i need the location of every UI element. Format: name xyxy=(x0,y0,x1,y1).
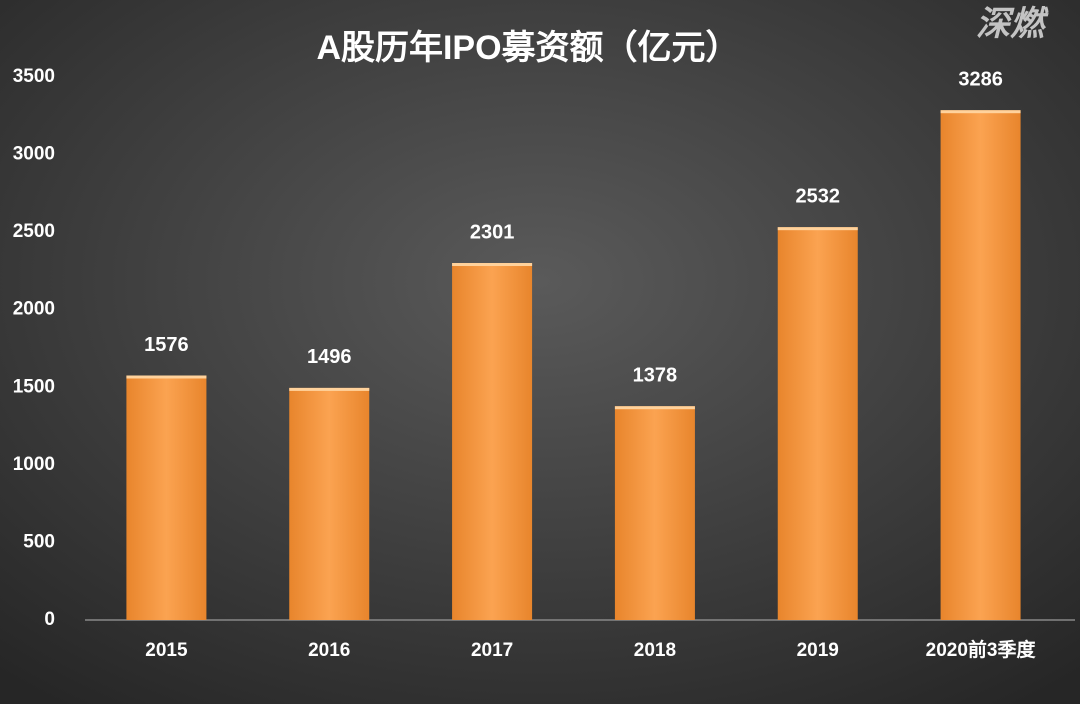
bar-highlight xyxy=(452,263,533,267)
bar xyxy=(452,263,533,620)
bar-highlight xyxy=(614,406,695,410)
y-tick-label: 2000 xyxy=(13,299,55,320)
bar xyxy=(289,387,370,620)
bar-highlight xyxy=(126,375,207,379)
value-label: 1378 xyxy=(633,364,678,386)
y-tick-label: 2500 xyxy=(13,221,55,242)
y-tick-label: 0 xyxy=(44,609,55,630)
y-tick-label: 3500 xyxy=(13,66,55,87)
value-label: 2301 xyxy=(470,221,515,243)
bar-highlight xyxy=(940,110,1021,114)
watermark: 深燃 xyxy=(976,5,1049,43)
bar xyxy=(777,227,858,620)
value-label: 3286 xyxy=(958,68,1003,90)
bar xyxy=(126,375,207,620)
x-tick-label: 2018 xyxy=(634,640,676,661)
value-label: 2532 xyxy=(796,185,841,207)
y-tick-label: 3000 xyxy=(13,144,55,165)
x-tick-label: 2015 xyxy=(145,640,188,661)
value-label: 1576 xyxy=(144,334,189,356)
x-tick-label: 2019 xyxy=(797,640,839,661)
y-tick-label: 500 xyxy=(23,531,55,552)
bar-highlight xyxy=(289,387,370,391)
y-tick-label: 1000 xyxy=(13,454,55,475)
value-label: 1496 xyxy=(307,346,352,368)
x-tick-label: 2017 xyxy=(471,640,513,661)
chart-title: A股历年IPO募资额（亿元） xyxy=(316,28,739,67)
bar-highlight xyxy=(777,227,858,231)
bar xyxy=(940,110,1021,621)
y-tick-label: 1500 xyxy=(13,376,55,397)
bar xyxy=(614,406,695,620)
x-tick-label: 2020前3季度 xyxy=(926,638,1037,661)
x-tick-label: 2016 xyxy=(308,640,350,661)
